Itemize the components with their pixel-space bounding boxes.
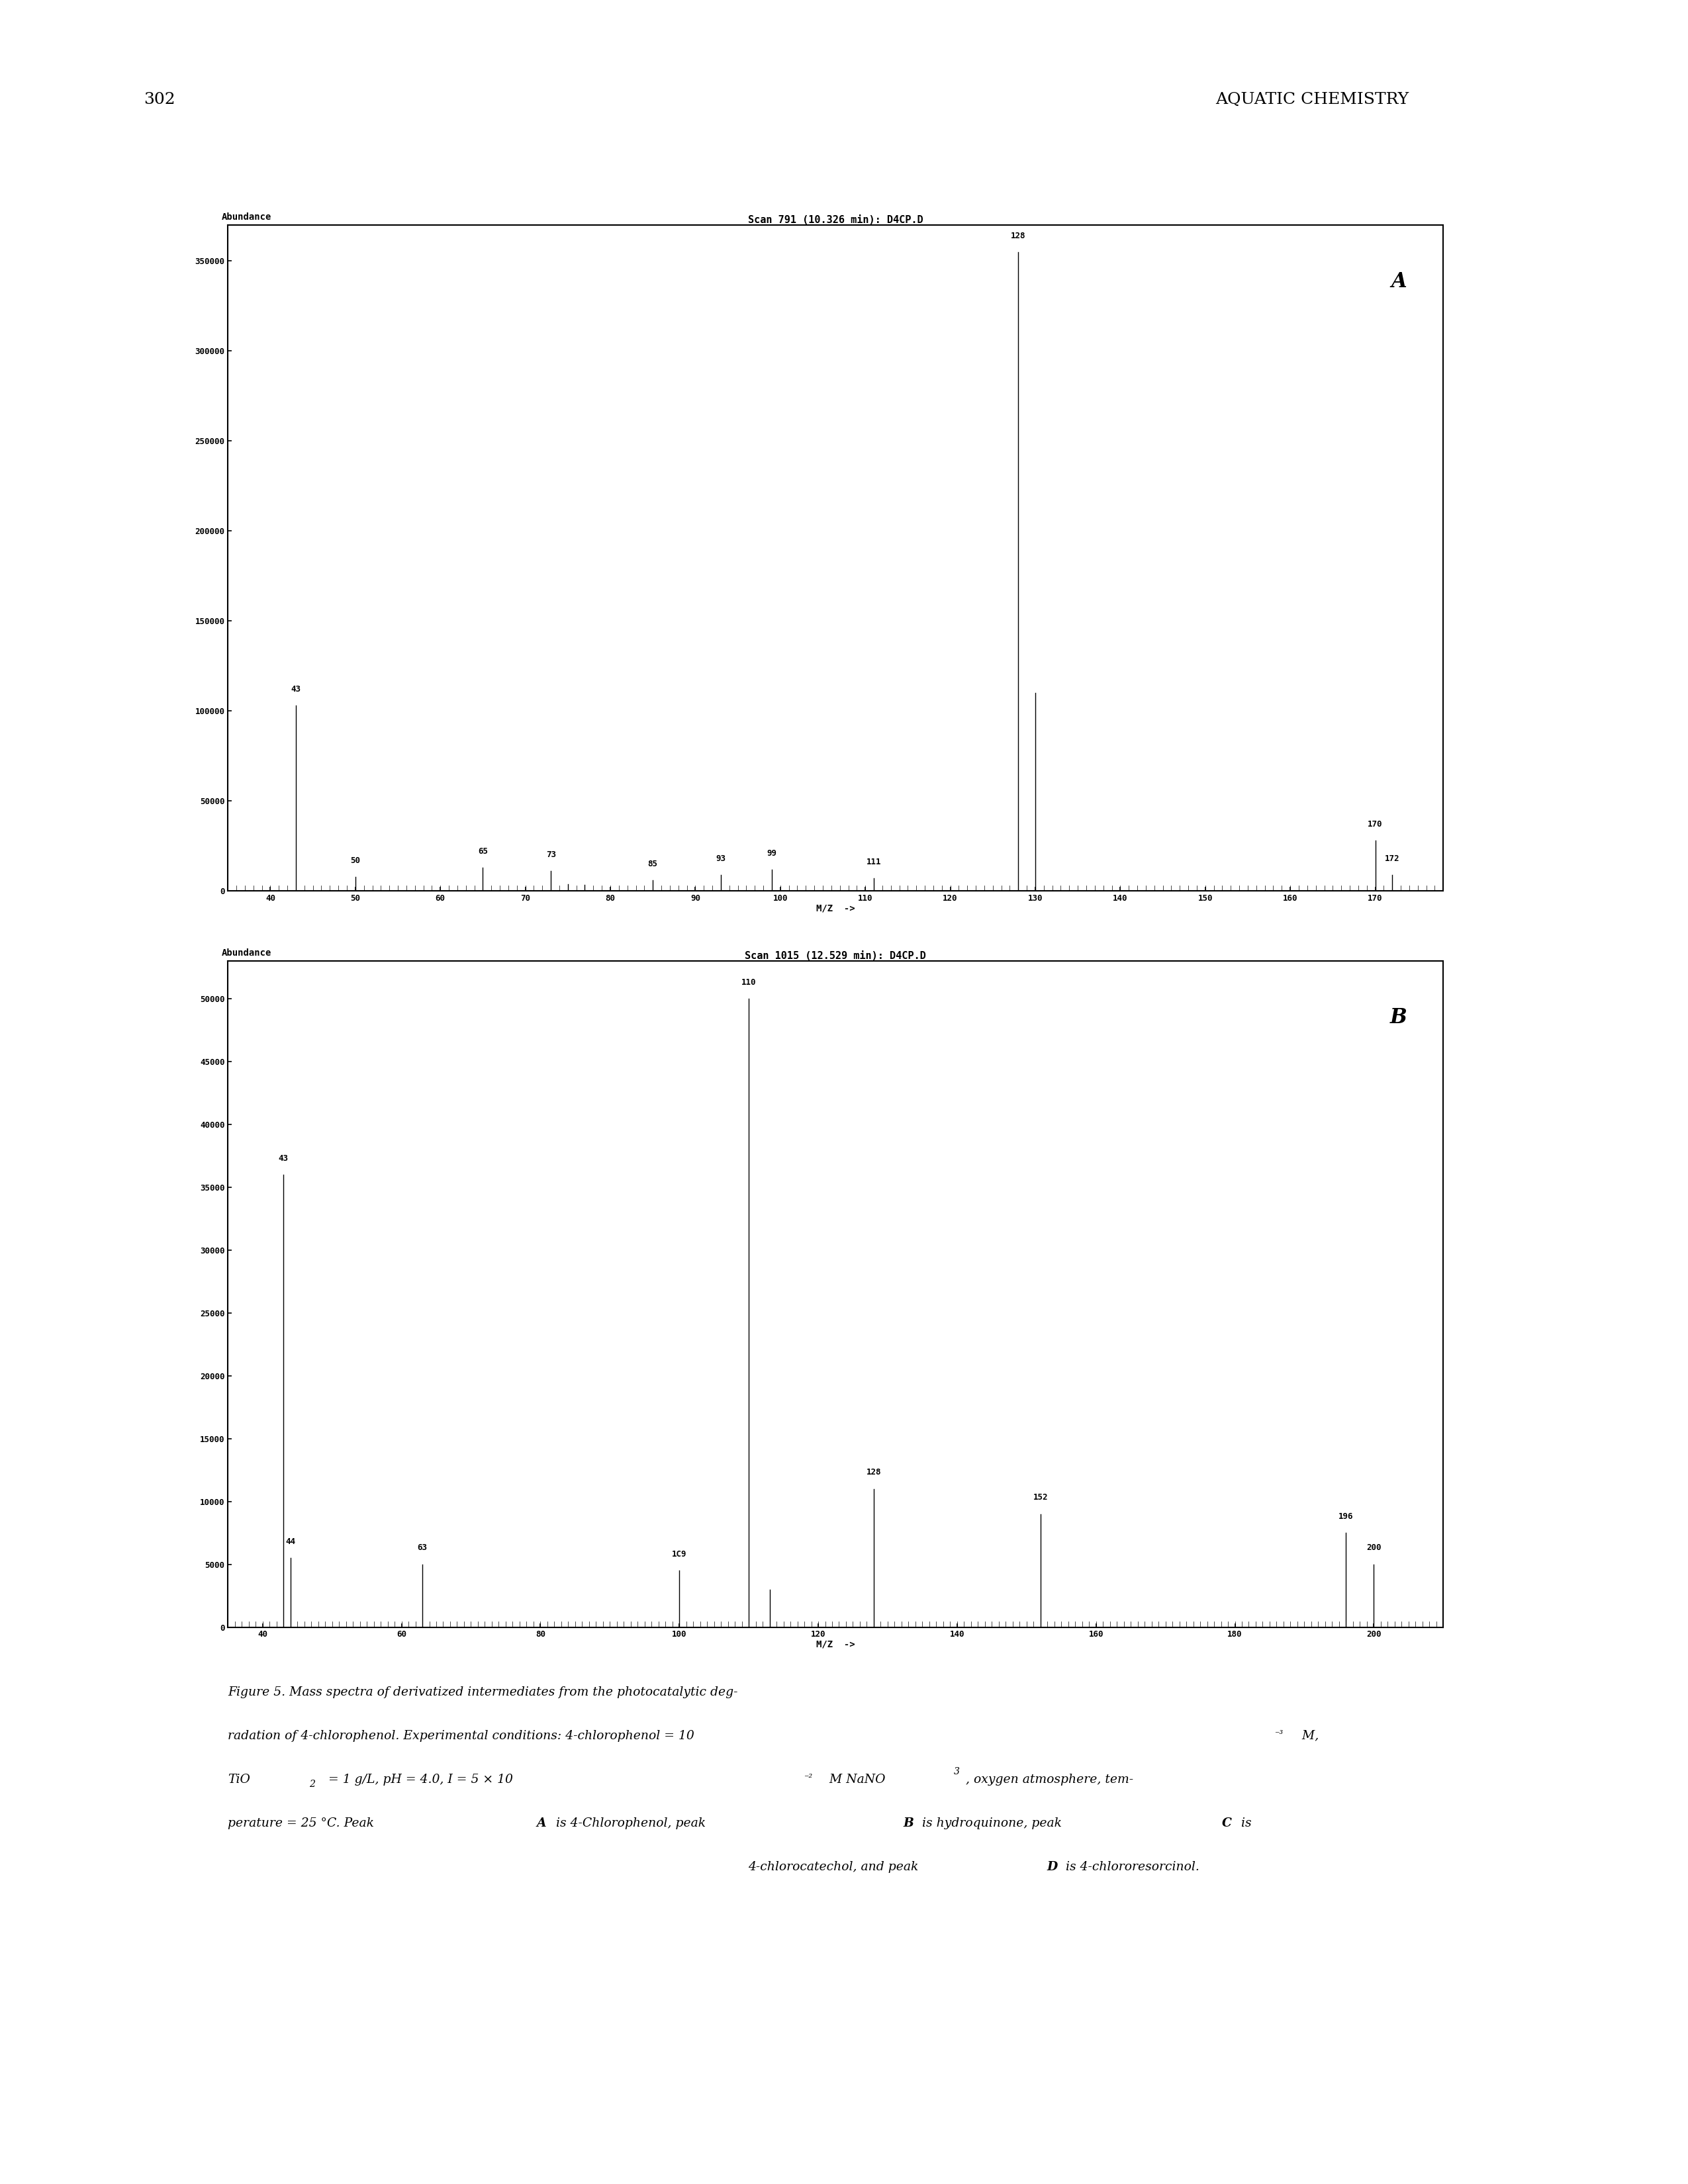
Text: 63: 63: [417, 1544, 427, 1553]
Text: 302: 302: [143, 92, 176, 107]
Text: , oxygen atmosphere, tem-: , oxygen atmosphere, tem-: [966, 1773, 1133, 1784]
Text: 43: 43: [279, 1153, 289, 1162]
X-axis label: M/Z  ->: M/Z ->: [817, 904, 854, 913]
Text: D: D: [1047, 1861, 1057, 1872]
Text: is 4-Chlorophenol, peak: is 4-Chlorophenol, peak: [552, 1817, 709, 1828]
Text: C: C: [1222, 1817, 1232, 1828]
Text: ⁻³: ⁻³: [1274, 1730, 1283, 1738]
Text: A: A: [537, 1817, 547, 1828]
Text: 170: 170: [1367, 819, 1382, 828]
Text: 111: 111: [866, 858, 881, 867]
Text: is: is: [1237, 1817, 1251, 1828]
Text: Figure 5. Mass spectra of derivatized intermediates from the photocatalytic deg-: Figure 5. Mass spectra of derivatized in…: [228, 1686, 738, 1697]
Title: Scan 791 (10.326 min): D4CP.D: Scan 791 (10.326 min): D4CP.D: [748, 214, 923, 225]
Text: is hydroquinone, peak: is hydroquinone, peak: [918, 1817, 1065, 1828]
Text: 4-chlorocatechol, and peak: 4-chlorocatechol, and peak: [748, 1861, 923, 1872]
Text: 73: 73: [545, 852, 555, 858]
Text: 99: 99: [766, 850, 776, 858]
Text: A: A: [1391, 271, 1406, 293]
Text: M NaNO: M NaNO: [825, 1773, 885, 1784]
Text: 152: 152: [1033, 1494, 1048, 1503]
Text: 196: 196: [1339, 1511, 1354, 1520]
Text: = 1 g/L, pH = 4.0, I = 5 × 10: = 1 g/L, pH = 4.0, I = 5 × 10: [324, 1773, 513, 1784]
Text: M,: M,: [1298, 1730, 1318, 1741]
Text: 200: 200: [1366, 1544, 1381, 1553]
Text: radation of 4-chlorophenol. Experimental conditions: 4-chlorophenol = 10: radation of 4-chlorophenol. Experimental…: [228, 1730, 694, 1741]
Text: AQUATIC CHEMISTRY: AQUATIC CHEMISTRY: [1215, 92, 1409, 107]
Text: 44: 44: [285, 1538, 295, 1546]
Text: is 4-chlororesorcinol.: is 4-chlororesorcinol.: [1062, 1861, 1200, 1872]
Text: 1C9: 1C9: [672, 1551, 687, 1559]
X-axis label: M/Z  ->: M/Z ->: [817, 1640, 854, 1649]
Text: 2: 2: [309, 1780, 316, 1789]
Text: 50: 50: [351, 856, 360, 865]
Text: Abundance: Abundance: [221, 212, 272, 221]
Text: TiO: TiO: [228, 1773, 250, 1784]
Text: 128: 128: [1011, 232, 1026, 240]
Text: ⁻²: ⁻²: [803, 1773, 812, 1782]
Text: 65: 65: [478, 847, 488, 856]
Text: 93: 93: [716, 854, 726, 863]
Text: 128: 128: [866, 1468, 881, 1476]
Text: 110: 110: [741, 978, 756, 987]
Text: Abundance: Abundance: [221, 948, 272, 957]
Text: B: B: [903, 1817, 913, 1828]
Text: 85: 85: [648, 860, 658, 869]
Text: perature = 25 °C. Peak: perature = 25 °C. Peak: [228, 1817, 378, 1828]
Text: 43: 43: [290, 686, 300, 695]
Text: B: B: [1389, 1007, 1406, 1029]
Text: 172: 172: [1384, 854, 1399, 863]
Title: Scan 1015 (12.529 min): D4CP.D: Scan 1015 (12.529 min): D4CP.D: [744, 950, 927, 961]
Text: 3: 3: [954, 1767, 960, 1776]
